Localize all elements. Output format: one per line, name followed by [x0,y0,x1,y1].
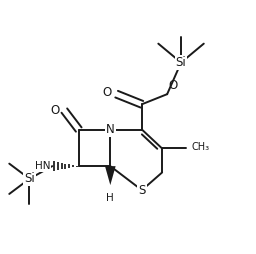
Text: S: S [138,184,146,197]
Text: N: N [106,123,115,136]
Text: HN: HN [35,161,51,171]
Polygon shape [105,166,116,185]
Text: CH₃: CH₃ [191,142,209,152]
Text: Si: Si [24,172,35,185]
Text: Si: Si [176,56,186,69]
Text: O: O [50,104,59,117]
Text: O: O [168,79,178,92]
Text: O: O [102,86,112,99]
Text: H: H [106,193,114,203]
